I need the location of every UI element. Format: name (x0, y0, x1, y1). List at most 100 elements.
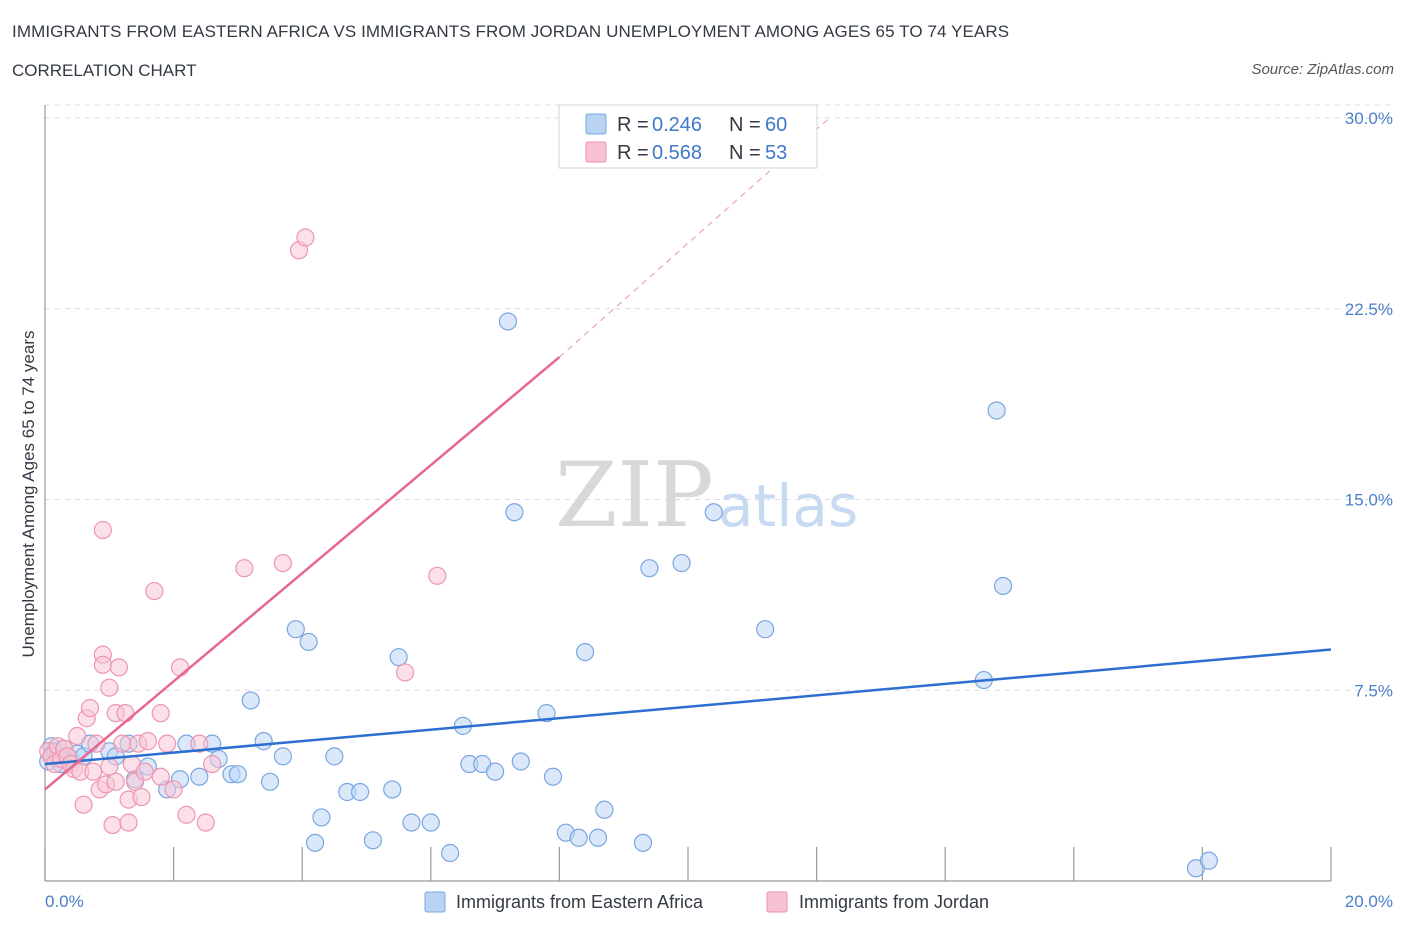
legend-swatch-pink (585, 141, 607, 163)
eastern-africa-point-33 (350, 782, 370, 802)
eastern-africa-point-37 (402, 813, 421, 832)
jordan-point-42 (170, 658, 190, 677)
y-tick-label-1: 15.0% (1345, 491, 1393, 510)
jordan-point-19 (93, 655, 112, 674)
jordan-point-35 (135, 762, 154, 781)
eastern-africa-point-18 (190, 767, 209, 786)
eastern-africa-point-48 (543, 767, 563, 786)
eastern-africa-point-39 (440, 843, 460, 863)
trend-line-jordan (44, 356, 561, 791)
eastern-africa-point-25 (260, 772, 280, 791)
x-tick-label-min: 0.0% (45, 892, 84, 911)
eastern-africa-point-26 (273, 747, 293, 766)
jordan-point-34 (132, 787, 151, 807)
jordan-point-48 (273, 553, 293, 573)
legend-r-label-pink: R = (617, 142, 649, 164)
legend-label-eastern-africa: Immigrants from Eastern Africa (456, 892, 704, 912)
y-axis-label: Unemployment Among Ages 65 to 74 years (19, 331, 38, 658)
jordan-point-26 (109, 658, 129, 677)
y-tick-label-2: 22.5% (1345, 300, 1393, 319)
y-tick-label-3: 30.0% (1345, 109, 1393, 128)
series-eastern-africa-points (39, 312, 1218, 878)
correlation-legend: R = 0.246 N = 60 R = 0.568 N = 53 (558, 104, 818, 169)
jordan-point-51 (395, 663, 415, 682)
jordan-point-21 (100, 757, 119, 776)
legend-r-value-blue: 0.246 (652, 114, 702, 136)
jordan-point-36 (138, 732, 157, 751)
jordan-point-43 (177, 805, 196, 824)
jordan-point-45 (196, 813, 215, 832)
eastern-africa-point-57 (704, 503, 723, 522)
eastern-africa-point-27 (286, 620, 305, 639)
source-label: Source: ZipAtlas.com (1251, 61, 1394, 78)
y-tick-labels: 7.5% 15.0% 22.5% 30.0% (1345, 109, 1393, 700)
watermark-atlas: atlas (718, 472, 858, 540)
eastern-africa-point-55 (640, 559, 659, 578)
eastern-africa-point-44 (498, 312, 518, 331)
jordan-point-38 (151, 704, 170, 723)
eastern-africa-point-61 (993, 576, 1013, 596)
jordan-point-52 (428, 566, 447, 585)
eastern-africa-point-23 (241, 691, 260, 710)
eastern-africa-point-28 (299, 632, 318, 652)
jordan-point-14 (84, 762, 103, 781)
x-tick-labels: 0.0% 20.0% (45, 892, 1393, 911)
eastern-africa-point-22 (228, 765, 247, 784)
eastern-africa-point-51 (576, 642, 595, 662)
jordan-point-46 (203, 754, 222, 774)
eastern-africa-point-63 (1199, 851, 1218, 870)
eastern-africa-point-47 (537, 704, 556, 723)
eastern-africa-point-52 (588, 828, 608, 847)
jordan-point-41 (164, 780, 183, 799)
legend-label-jordan: Immigrants from Jordan (799, 892, 989, 912)
legend-n-label-pink: N = (729, 142, 761, 164)
eastern-africa-point-46 (511, 752, 530, 771)
eastern-africa-point-38 (421, 813, 440, 832)
chart-title: IMMIGRANTS FROM EASTERN AFRICA VS IMMIGR… (12, 22, 1010, 41)
legend-r-label-blue: R = (617, 114, 649, 136)
watermark: ZIP atlas (555, 443, 858, 548)
watermark-zip: ZIP (555, 443, 714, 548)
eastern-africa-point-50 (569, 828, 588, 847)
eastern-africa-point-24 (254, 732, 273, 751)
jordan-point-9 (68, 726, 87, 746)
chart-subtitle: CORRELATION CHART (12, 61, 197, 80)
jordan-point-23 (103, 815, 122, 835)
eastern-africa-point-54 (633, 833, 653, 852)
jordan-point-13 (80, 698, 100, 718)
jordan-point-11 (74, 795, 93, 814)
jordan-point-24 (106, 772, 125, 791)
jordan-point-44 (190, 734, 209, 753)
jordan-point-50 (296, 228, 315, 247)
jordan-point-47 (235, 559, 254, 578)
eastern-africa-point-34 (363, 831, 383, 850)
eastern-africa-point-31 (325, 747, 344, 766)
eastern-africa-point-30 (312, 808, 331, 827)
jordan-point-17 (93, 520, 112, 540)
jordan-point-28 (116, 704, 135, 723)
eastern-africa-point-35 (383, 780, 402, 799)
y-tick-label-0: 7.5% (1354, 681, 1393, 700)
legend-n-label-blue: N = (729, 114, 761, 136)
jordan-point-22 (100, 678, 119, 697)
eastern-africa-point-60 (987, 401, 1006, 420)
legend-r-value-pink: 0.568 (652, 142, 702, 164)
jordan-point-40 (158, 734, 177, 753)
eastern-africa-point-36 (389, 648, 408, 667)
grid (45, 104, 1393, 691)
legend-swatch-eastern-africa (424, 891, 446, 913)
eastern-africa-point-45 (505, 503, 524, 522)
eastern-africa-point-58 (756, 620, 775, 639)
trend-line-eastern-africa (44, 648, 1332, 766)
legend-swatch-jordan (766, 891, 788, 913)
legend-swatch-blue (585, 113, 607, 135)
legend-n-value-blue: 60 (765, 114, 787, 136)
eastern-africa-point-29 (305, 833, 325, 852)
eastern-africa-point-56 (672, 553, 691, 573)
jordan-point-27 (113, 734, 132, 753)
eastern-africa-point-43 (486, 762, 505, 781)
jordan-point-30 (119, 813, 138, 832)
x-tick-label-max: 20.0% (1345, 892, 1393, 911)
series-legend: Immigrants from Eastern Africa Immigrant… (424, 891, 989, 913)
